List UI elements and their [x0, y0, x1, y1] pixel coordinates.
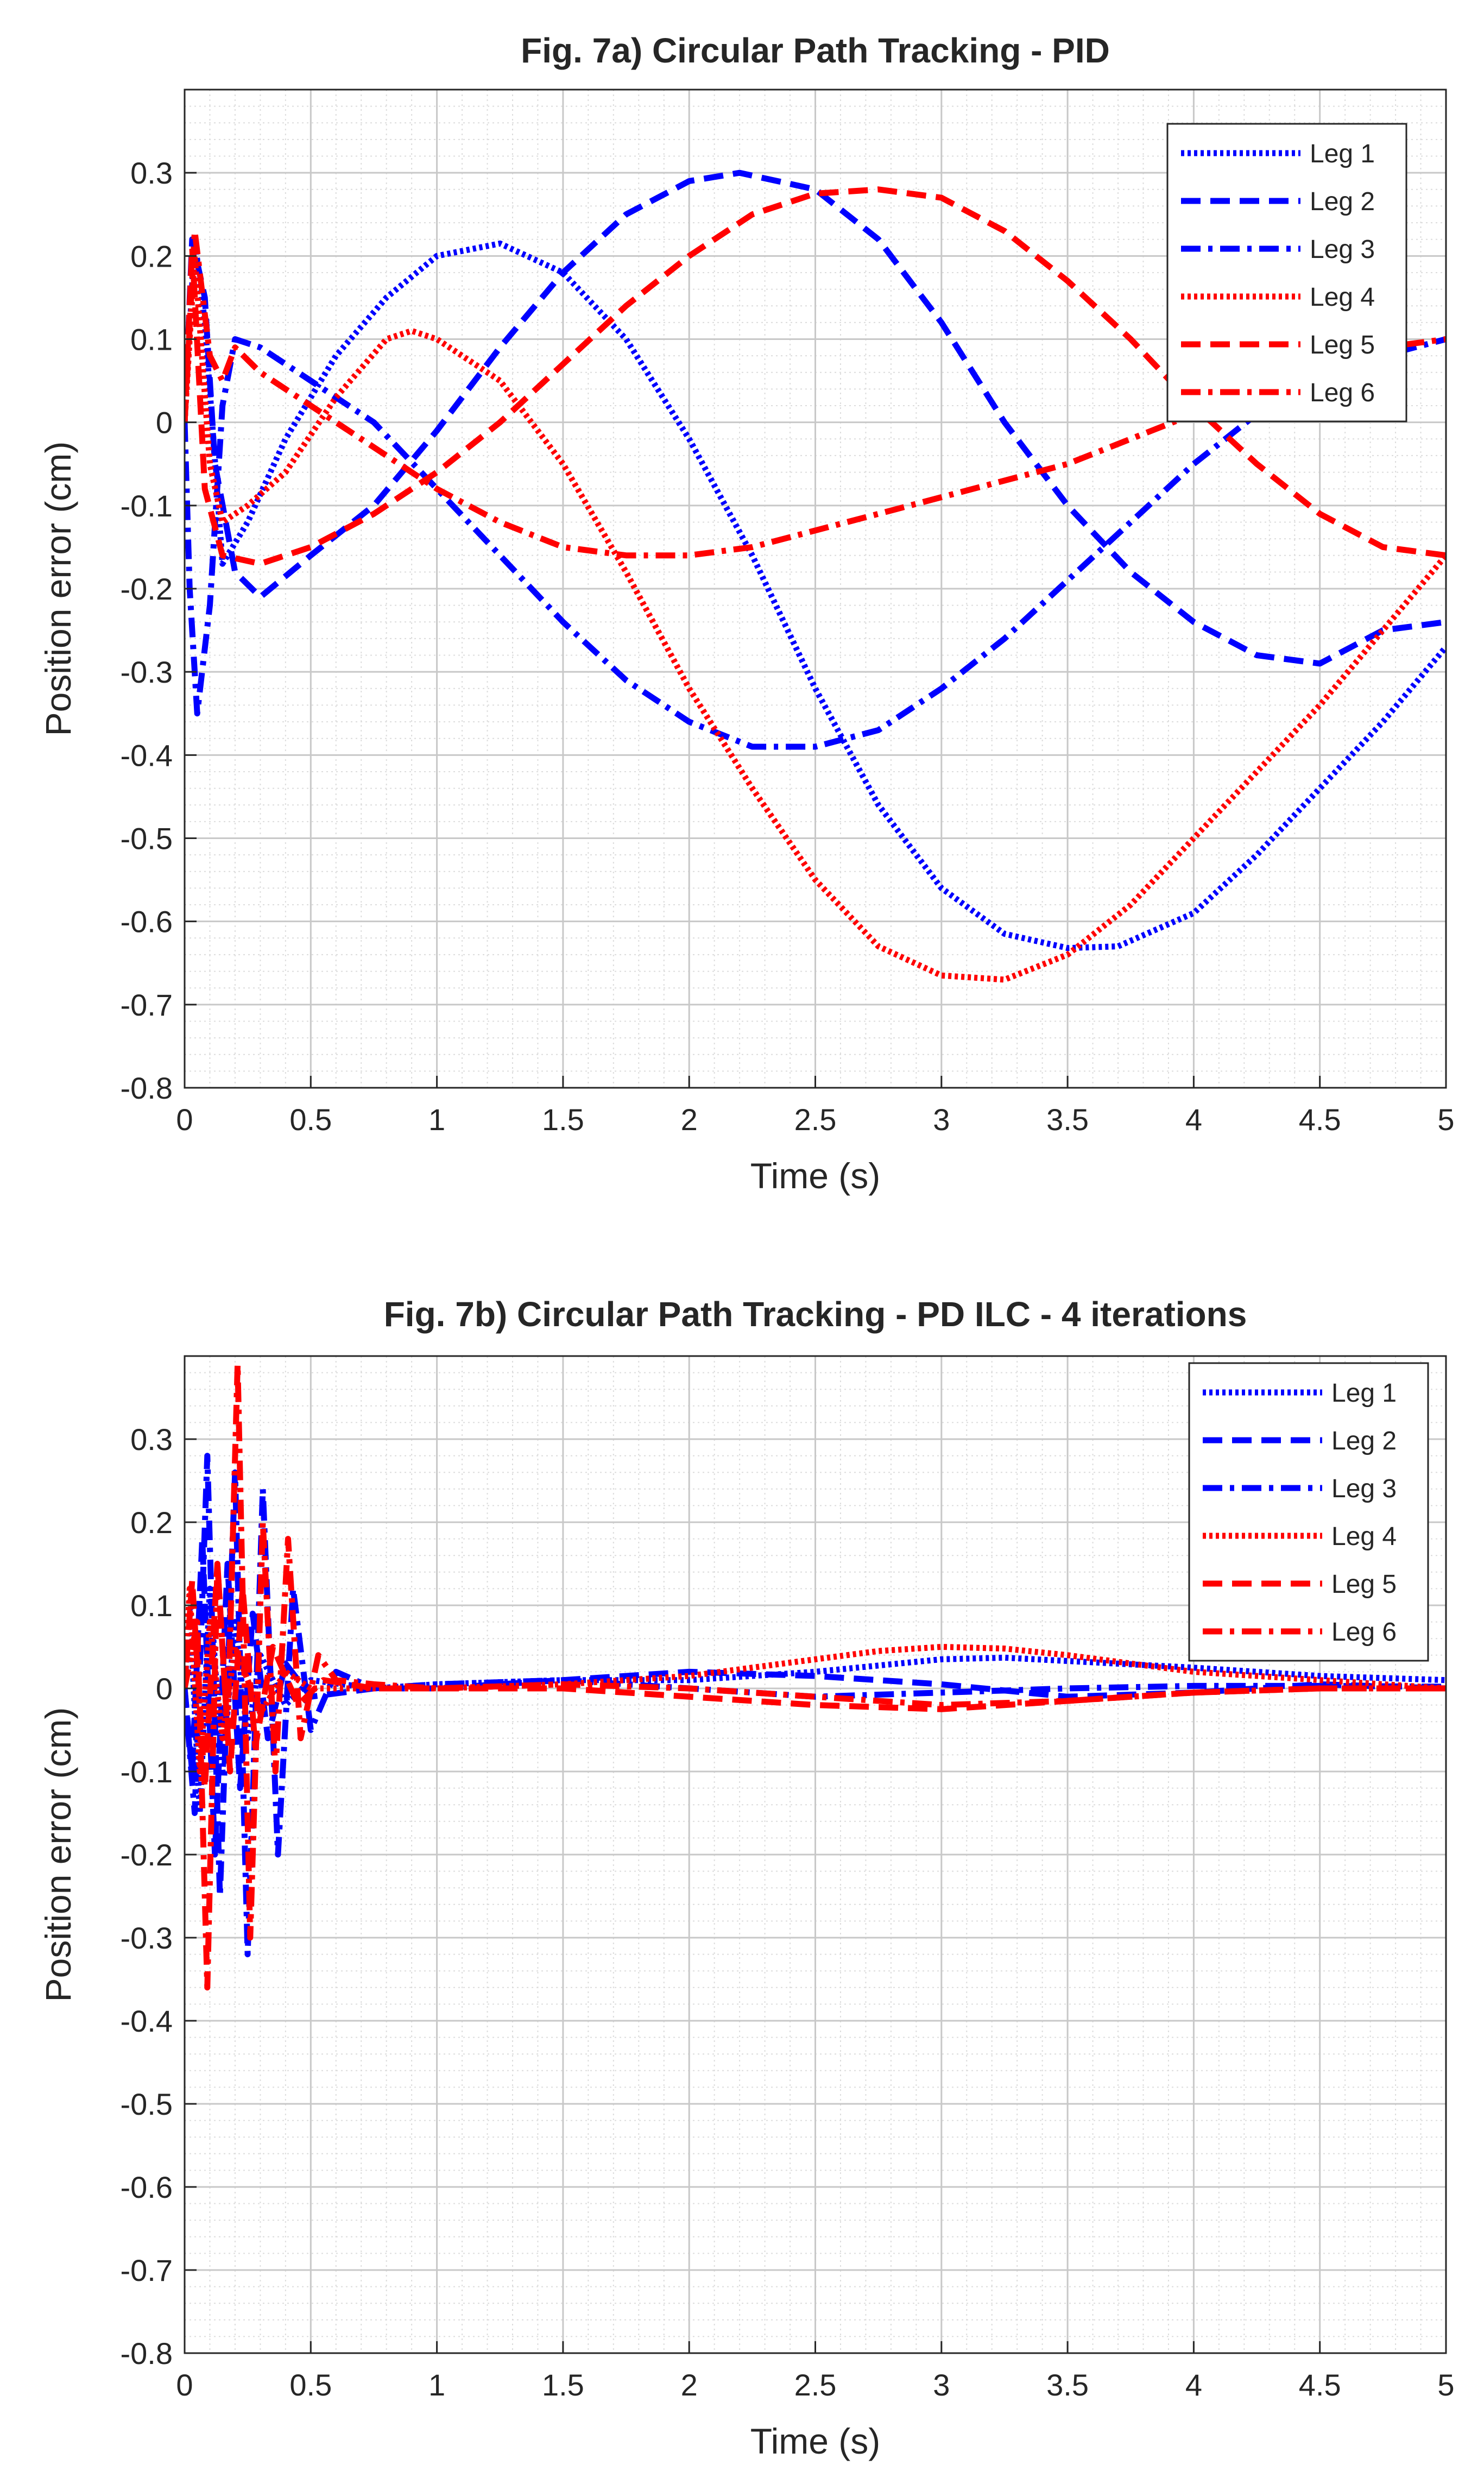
- y-tick-label: -0.4: [121, 738, 173, 772]
- x-tick-label: 3: [933, 1102, 950, 1137]
- x-tick-label: 4.5: [1299, 1102, 1341, 1137]
- legend: Leg 1 Leg 2 Leg 3 Leg 4 Leg 5 Leg 6: [1166, 123, 1407, 423]
- legend-label-3: Leg 3: [1331, 1474, 1397, 1503]
- x-tick-label: 1: [428, 1102, 445, 1137]
- series-line-5: [185, 186, 1446, 567]
- chart-2: 0 0.5 1 1.5 2 2.5 3 3.5 4 4.5 5 -0.8 -0.7 -0.6 -0.5 -0.…: [38, 1295, 1455, 2461]
- y-tick-label: 0.1: [130, 1588, 173, 1623]
- series-line-3: [185, 1453, 1446, 1958]
- legend: Leg 1 Leg 2 Leg 3 Leg 4 Leg 5 Leg 6: [1188, 1362, 1429, 1662]
- x-tick-label: 4: [1185, 2368, 1202, 2402]
- x-axis-label: Time (s): [750, 2421, 881, 2461]
- legend-label-4: Leg 4: [1331, 1522, 1397, 1551]
- chart-title: Fig. 7a) Circular Path Tracking - PID: [521, 31, 1110, 70]
- legend-label-6: Leg 6: [1331, 1618, 1397, 1647]
- x-tick-label: 5: [1437, 2368, 1454, 2402]
- y-tick-label: -0.7: [121, 988, 173, 1022]
- y-tick-label: -0.2: [121, 572, 173, 606]
- y-tick-label: -0.6: [121, 905, 173, 939]
- x-tick-label: 0.5: [289, 2368, 332, 2402]
- x-tick-label: 1.5: [542, 1102, 584, 1137]
- legend-label-1: Leg 1: [1331, 1379, 1397, 1408]
- legend-label-4: Leg 4: [1310, 283, 1375, 312]
- x-tick-label: 3: [933, 2368, 950, 2402]
- x-tick-label: 3.5: [1046, 1102, 1089, 1137]
- y-tick-label: -0.3: [121, 1921, 173, 1955]
- series-line-4: [185, 253, 1446, 983]
- series-line-2: [185, 169, 1446, 667]
- x-tick-label: 2.5: [794, 1102, 837, 1137]
- x-tick-label: 3.5: [1046, 2368, 1089, 2402]
- y-axis-label: Position error (cm): [38, 1707, 78, 2002]
- legend-label-6: Leg 6: [1310, 379, 1375, 407]
- y-tick-label: -0.5: [121, 2087, 173, 2121]
- x-tick-label: 0: [176, 1102, 193, 1137]
- legend-label-5: Leg 5: [1331, 1570, 1397, 1599]
- legend-label-2: Leg 2: [1331, 1427, 1397, 1455]
- y-tick-label: 0.2: [130, 1505, 173, 1540]
- series-group: [185, 1361, 1446, 1991]
- y-tick-label: -0.7: [121, 2253, 173, 2287]
- y-tick-label: 0: [156, 406, 173, 440]
- legend-box: [1188, 1362, 1429, 1662]
- y-tick-label: -0.8: [121, 2336, 173, 2371]
- y-axis-label: Position error (cm): [38, 442, 78, 736]
- legend-label-5: Leg 5: [1310, 331, 1375, 360]
- y-tick-label: 0.2: [130, 239, 173, 273]
- series-line-6: [185, 1361, 1446, 1991]
- series-line-1: [185, 1585, 1446, 1816]
- y-tick-label: -0.2: [121, 1838, 173, 1872]
- x-axis-label: Time (s): [750, 1156, 881, 1196]
- legend-label-1: Leg 1: [1310, 140, 1375, 168]
- y-tick-label: -0.4: [121, 2004, 173, 2038]
- series-line-1: [185, 236, 1446, 951]
- x-tick-label: 4: [1185, 1102, 1202, 1137]
- y-tick-label: -0.1: [121, 489, 173, 523]
- y-tick-label: -0.5: [121, 822, 173, 856]
- legend-label-2: Leg 2: [1310, 187, 1375, 216]
- x-tick-label: 0.5: [289, 1102, 332, 1137]
- y-tick-label: 0.3: [130, 1422, 173, 1457]
- y-tick-label: 0: [156, 1672, 173, 1706]
- y-tick-label: 0.1: [130, 323, 173, 357]
- x-tick-label: 5: [1437, 1102, 1454, 1137]
- x-tick-label: 2: [681, 1102, 698, 1137]
- legend-label-3: Leg 3: [1310, 235, 1375, 264]
- x-tick-label: 1.5: [542, 2368, 584, 2402]
- y-tick-label: 0.3: [130, 156, 173, 190]
- x-tick-label: 2: [681, 2368, 698, 2402]
- y-tick-label: -0.3: [121, 655, 173, 689]
- x-tick-label: 0: [176, 2368, 193, 2402]
- series-line-3: [185, 336, 1446, 750]
- y-tick-label: -0.8: [121, 1071, 173, 1105]
- chart-1: 0 0.5 1 1.5 2 2.5 3 3.5 4 4.5 5 -0.8 -0.7 -0.6 -0.5 -0.…: [38, 31, 1455, 1196]
- legend-box: [1166, 123, 1407, 423]
- x-tick-label: 1: [428, 2368, 445, 2402]
- x-tick-label: 4.5: [1299, 2368, 1341, 2402]
- chart-title: Fig. 7b) Circular Path Tracking - PD ILC…: [384, 1295, 1247, 1334]
- y-tick-label: -0.6: [121, 2170, 173, 2204]
- y-tick-label: -0.1: [121, 1755, 173, 1789]
- x-tick-label: 2.5: [794, 2368, 837, 2402]
